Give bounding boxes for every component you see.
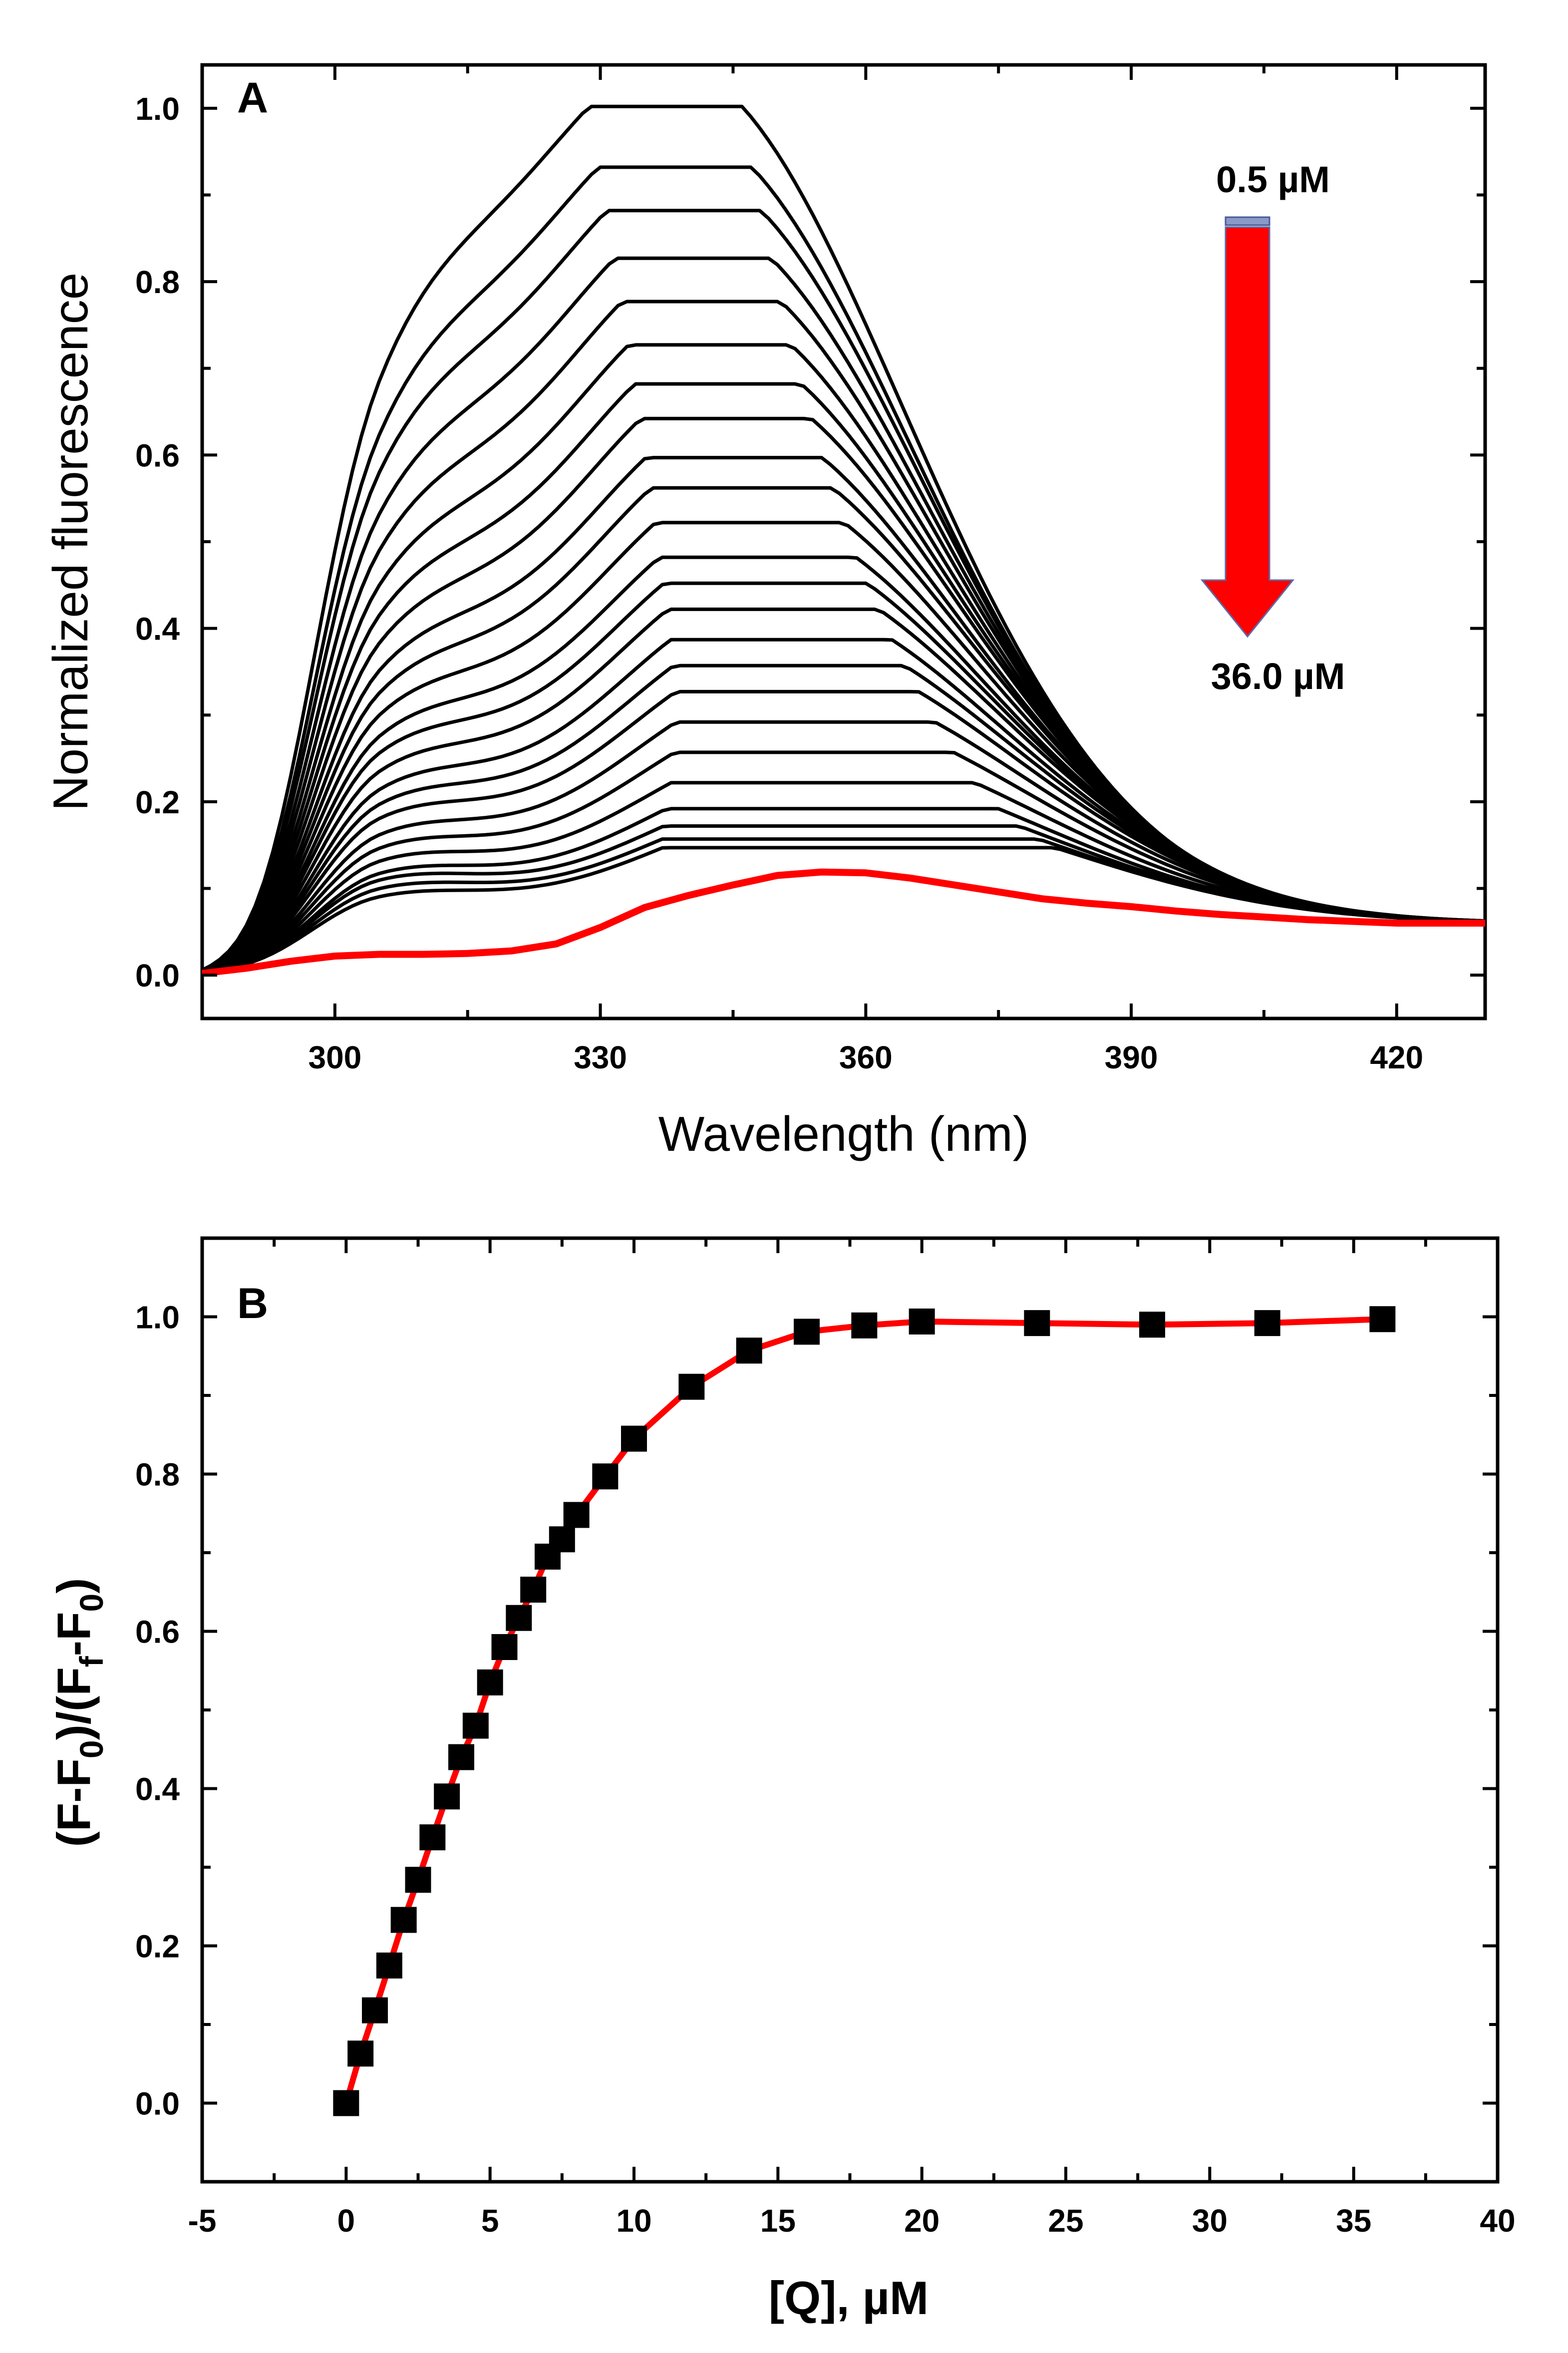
y-tick-label: 1.0 bbox=[135, 91, 180, 127]
y-tick-label: 0.6 bbox=[135, 1614, 180, 1650]
panel-a-y-axis-title: Normalized fluorescence bbox=[43, 273, 98, 811]
x-tick-label: 10 bbox=[616, 2203, 651, 2239]
data-point bbox=[563, 1502, 590, 1528]
panel-b-label: B bbox=[237, 1280, 268, 1328]
x-tick-label: 300 bbox=[308, 1039, 361, 1075]
data-point bbox=[376, 1952, 402, 1979]
data-point bbox=[592, 1463, 619, 1490]
spectrum-curve bbox=[202, 750, 1486, 977]
panel-a-ticks bbox=[201, 65, 1485, 1018]
x-tick-label: 5 bbox=[481, 2203, 499, 2239]
y-tick-label: 0.6 bbox=[135, 437, 180, 473]
data-point bbox=[419, 1824, 446, 1851]
panel-b: -5 0 5 10 15 20 25 30 35 40 0.00.20.40.60.81.0 B … bbox=[47, 1236, 1516, 2324]
data-point bbox=[347, 2040, 374, 2067]
fit-line bbox=[343, 1316, 1383, 2104]
spectrum-curve bbox=[201, 165, 1486, 973]
panel-b-ticks bbox=[201, 1237, 1499, 2183]
start-concentration-label: 0.5 µM bbox=[1216, 159, 1330, 200]
x-tick-label: 360 bbox=[839, 1039, 893, 1075]
data-point bbox=[491, 1634, 518, 1660]
data-point bbox=[506, 1605, 532, 1631]
panel-a-label: A bbox=[237, 74, 268, 122]
x-tick-label: 0 bbox=[337, 2203, 355, 2239]
x-tick-label: 25 bbox=[1048, 2203, 1083, 2239]
data-point bbox=[520, 1577, 547, 1603]
panel-b-y-tick-labels: 0.0 0.2 0.4 0.6 0.8 1.0 bbox=[135, 1300, 180, 2122]
spectrum-curve bbox=[202, 664, 1486, 976]
panel-a-x-axis-title: Wavelength (nm) bbox=[658, 1106, 1029, 1161]
data-point bbox=[333, 2090, 359, 2116]
panel-a-y-tick-labels: 0.0 0.2 0.4 0.6 0.8 1.0 bbox=[135, 91, 180, 994]
panel-b-data-points bbox=[333, 1306, 1396, 2116]
data-point bbox=[390, 1907, 417, 1933]
y-tick-label: 0.2 bbox=[135, 1929, 180, 1965]
spectrum-curve bbox=[201, 256, 1486, 974]
x-tick-label: 420 bbox=[1370, 1039, 1423, 1075]
panel-b-plot-frame bbox=[200, 1236, 1500, 2184]
data-point bbox=[1139, 1312, 1165, 1338]
data-point bbox=[1024, 1310, 1050, 1337]
y-tick-label: 0.0 bbox=[135, 2086, 180, 2122]
data-point bbox=[678, 1373, 705, 1400]
spectrum-curve bbox=[202, 846, 1486, 977]
y-tick-label: 1.0 bbox=[135, 1300, 180, 1336]
quench-arrow-start-band bbox=[1225, 216, 1270, 226]
data-point bbox=[477, 1669, 503, 1695]
y-tick-label: 0.8 bbox=[135, 1457, 180, 1493]
data-point bbox=[794, 1319, 820, 1345]
y-tick-label: 0.4 bbox=[135, 1771, 180, 1807]
x-tick-label: 330 bbox=[574, 1039, 627, 1075]
panel-b-fit-line bbox=[343, 1316, 1383, 2104]
panel-a-x-tick-labels: 300 330 360 390 420 bbox=[308, 1039, 1423, 1075]
spectrum-curve bbox=[201, 456, 1486, 975]
data-point bbox=[736, 1338, 762, 1364]
y-tick-label: 0.2 bbox=[135, 784, 180, 820]
x-tick-label: -5 bbox=[188, 2203, 217, 2239]
x-tick-label: 35 bbox=[1336, 2203, 1371, 2239]
data-point bbox=[851, 1312, 878, 1339]
data-point bbox=[621, 1425, 647, 1452]
data-point bbox=[1369, 1306, 1396, 1333]
x-tick-label: 15 bbox=[760, 2203, 796, 2239]
spectrum-curve bbox=[202, 781, 1486, 977]
x-tick-label: 20 bbox=[904, 2203, 940, 2239]
data-point bbox=[549, 1526, 575, 1553]
y-tick-label: 0.4 bbox=[135, 611, 180, 647]
panel-a-final-spectrum bbox=[202, 868, 1485, 977]
x-tick-label: 390 bbox=[1105, 1039, 1158, 1075]
spectrum-curve bbox=[202, 807, 1486, 977]
data-point bbox=[448, 1744, 474, 1770]
data-point bbox=[405, 1867, 431, 1893]
panel-b-x-axis-title: [Q], µM bbox=[769, 2272, 929, 2324]
x-tick-label: 40 bbox=[1480, 2203, 1515, 2239]
data-point bbox=[434, 1783, 460, 1810]
panel-b-y-axis-title: (F-F0)/(Ff-F0) bbox=[47, 1578, 110, 1847]
spectrum-curve bbox=[202, 689, 1486, 977]
panel-a-spectra bbox=[201, 104, 1486, 977]
quench-arrow-shape bbox=[1200, 226, 1295, 638]
quench-arrow bbox=[1200, 216, 1295, 638]
data-point bbox=[1254, 1310, 1280, 1337]
data-point bbox=[362, 1997, 388, 2023]
final-spectrum-line bbox=[202, 868, 1485, 977]
panel-a: 300 330 360 390 420 0.0 0.2 0.4 0.6 0.8 1.0 A Wav… bbox=[43, 63, 1487, 1161]
panel-b-x-tick-labels: -5 0 5 10 15 20 25 30 35 40 bbox=[188, 2203, 1516, 2239]
data-point bbox=[909, 1308, 935, 1335]
y-tick-label: 0.8 bbox=[135, 264, 180, 300]
x-tick-label: 30 bbox=[1192, 2203, 1228, 2239]
y-tick-label: 0.0 bbox=[135, 958, 180, 994]
data-point bbox=[462, 1712, 489, 1739]
end-concentration-label: 36.0 µM bbox=[1211, 656, 1345, 697]
spectrum-curve bbox=[202, 555, 1486, 976]
